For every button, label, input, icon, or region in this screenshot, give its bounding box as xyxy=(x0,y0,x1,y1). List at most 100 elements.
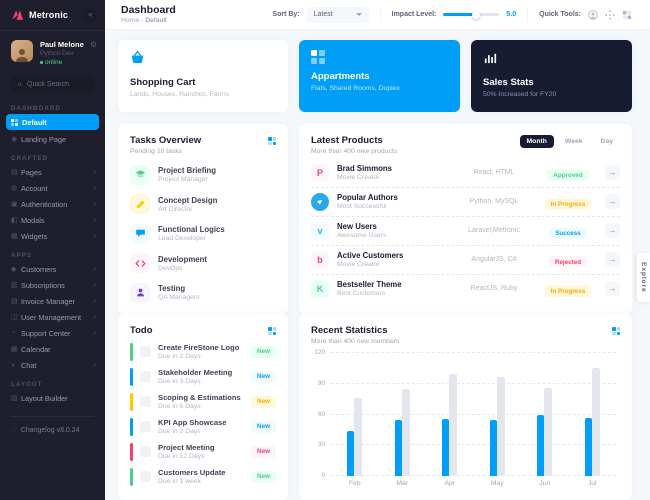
sidebar-item-widgets[interactable]: ▦ Widgets › xyxy=(11,231,96,241)
mini-card-title: Shopping Cart xyxy=(130,77,196,88)
task-item: Project Briefing Project Manager xyxy=(130,164,276,185)
explore-tab[interactable]: Explore xyxy=(637,253,650,302)
card-subtitle: More than 400 new products xyxy=(311,148,398,155)
expand-arrows-icon[interactable] xyxy=(605,9,615,20)
checkbox[interactable] xyxy=(140,446,151,457)
gear-icon[interactable]: ⚙ xyxy=(89,40,97,49)
customers-icon: ◆ xyxy=(11,266,17,273)
changelog-link[interactable]: ◌ Changelog v8.0.24 xyxy=(11,426,80,435)
appartments-card[interactable]: Appartments Flats, Shared Rooms, Duplex xyxy=(299,40,460,112)
subscriptions-icon: ▥ xyxy=(11,282,18,289)
tech-stack: ReactJS, Ruby xyxy=(470,285,518,293)
apps-grid-icon[interactable] xyxy=(622,10,632,20)
chevron-right-icon: › xyxy=(93,167,96,176)
card-subtitle: More than 400 new members xyxy=(311,338,400,345)
bebo-icon: b xyxy=(311,250,329,269)
new-badge: New xyxy=(251,370,276,383)
product-row: P Brad Simmons Movie Creator React, HTML … xyxy=(311,159,620,188)
new-badge: New xyxy=(251,395,276,408)
arrow-right-button[interactable]: → xyxy=(605,165,620,181)
user-circle-icon[interactable] xyxy=(588,9,598,20)
x-tick-label: Mar xyxy=(396,480,409,487)
y-tick-label: 90 xyxy=(317,379,325,387)
dots-menu-icon[interactable] xyxy=(268,327,276,335)
sidebar-item-support-center[interactable]: ◔ Support Center › xyxy=(11,328,96,338)
checkbox[interactable] xyxy=(140,421,151,432)
calendar-icon: ▦ xyxy=(11,346,18,353)
search-input[interactable] xyxy=(27,80,87,88)
sidebar-item-default[interactable]: Default xyxy=(6,114,99,130)
sidebar-item-invoice-manager[interactable]: ▤ Invoice Manager › xyxy=(11,296,96,306)
task-item: Functional Logics Lead Developer xyxy=(130,223,276,244)
y-tick-label: 30 xyxy=(317,441,325,449)
support-icon: ◔ xyxy=(11,329,16,337)
tab-week[interactable]: Week xyxy=(564,138,583,145)
mini-card-subtitle: Flats, Shared Rooms, Duplex xyxy=(311,84,400,92)
x-tick-label: May xyxy=(490,480,504,487)
bar xyxy=(544,387,553,476)
color-bar xyxy=(130,342,133,361)
sidebar-item-landing-page[interactable]: ◉ Landing Page xyxy=(11,134,67,144)
modals-icon: ◧ xyxy=(11,217,18,224)
sales-stats-card[interactable]: Sales Stats 50% Increased for FY20 xyxy=(471,40,632,112)
sidebar-item-modals[interactable]: ◧ Modals › xyxy=(11,215,96,225)
arrow-right-button[interactable]: → xyxy=(605,252,620,268)
dots-menu-icon[interactable] xyxy=(268,137,276,145)
sidebar-item-authentication[interactable]: ▣ Authentication › xyxy=(11,199,96,209)
dots-menu-icon[interactable] xyxy=(612,327,620,335)
bar-group xyxy=(426,353,474,476)
sidebar: Metronic « Paul Melone Python Dev online… xyxy=(0,0,105,500)
todo-item: Create FireStone Logo Due in 2 Days New xyxy=(130,339,276,364)
checkbox[interactable] xyxy=(140,471,151,482)
section-label-dashboard: DASHBOARD xyxy=(11,105,61,112)
sidebar-item-account[interactable]: ◍ Account › xyxy=(11,183,96,193)
shopping-cart-card[interactable]: Shopping Cart Lands, Houses, Ranchos, Fa… xyxy=(118,40,288,112)
tab-day[interactable]: Day xyxy=(600,138,613,145)
chevron-right-icon: › xyxy=(93,360,96,369)
sidebar-item-layout-builder[interactable]: ▧ Layout Builder xyxy=(11,393,68,403)
sidebar-item-user-management[interactable]: ◫ User Management › xyxy=(11,312,96,322)
todo-item: Scoping & Estimations Due in 5 Days New xyxy=(130,389,276,414)
sidebar-item-pages[interactable]: ▤ Pages › xyxy=(11,167,96,177)
user-status: online xyxy=(40,59,90,66)
recent-statistics-card: Recent Statistics More than 400 new memb… xyxy=(299,314,632,500)
checkbox[interactable] xyxy=(140,396,151,407)
checkbox[interactable] xyxy=(140,346,151,357)
avatar[interactable] xyxy=(11,40,33,62)
vimeo-icon: v xyxy=(311,221,329,240)
card-title: Todo xyxy=(130,325,153,336)
user-name: Paul Melone xyxy=(40,40,84,49)
impact-level-slider[interactable] xyxy=(443,10,500,19)
bar xyxy=(354,398,363,476)
color-bar xyxy=(130,442,133,461)
arrow-right-button[interactable]: → xyxy=(605,223,620,239)
sidebar-item-subscriptions[interactable]: ▥ Subscriptions › xyxy=(11,280,96,290)
checkbox[interactable] xyxy=(140,371,151,382)
slider-knob[interactable] xyxy=(471,10,480,19)
bar xyxy=(347,430,355,476)
sidebar-item-chat[interactable]: ◗ Chat › xyxy=(11,360,96,370)
chat-icon: ◗ xyxy=(11,361,16,369)
tab-month[interactable]: Month xyxy=(519,135,554,148)
arrow-right-button[interactable]: → xyxy=(605,281,620,297)
color-bar xyxy=(130,367,133,386)
gridline xyxy=(331,413,616,415)
chevron-right-icon: › xyxy=(93,183,96,192)
color-bar xyxy=(130,467,133,486)
chevron-right-icon: › xyxy=(93,231,96,240)
sidebar-toggle-icon[interactable]: « xyxy=(84,8,97,22)
breadcrumb-home[interactable]: Home xyxy=(121,17,140,25)
sidebar-item-customers[interactable]: ◆ Customers › xyxy=(11,264,96,274)
arrow-right-button[interactable]: → xyxy=(605,194,620,210)
sort-by-select[interactable]: Latest xyxy=(306,6,369,23)
user-management-icon: ◫ xyxy=(11,314,18,321)
chevron-right-icon: › xyxy=(93,280,96,289)
graduation-cap-icon xyxy=(130,164,150,185)
bar xyxy=(591,368,600,476)
gridline xyxy=(331,382,616,384)
quick-search[interactable] xyxy=(11,75,94,93)
gridline xyxy=(331,444,616,446)
breadcrumb: Home - Default xyxy=(121,17,167,25)
sidebar-item-calendar[interactable]: ▦ Calendar xyxy=(11,344,51,354)
task-item: Concept Design Art Director xyxy=(130,194,276,214)
